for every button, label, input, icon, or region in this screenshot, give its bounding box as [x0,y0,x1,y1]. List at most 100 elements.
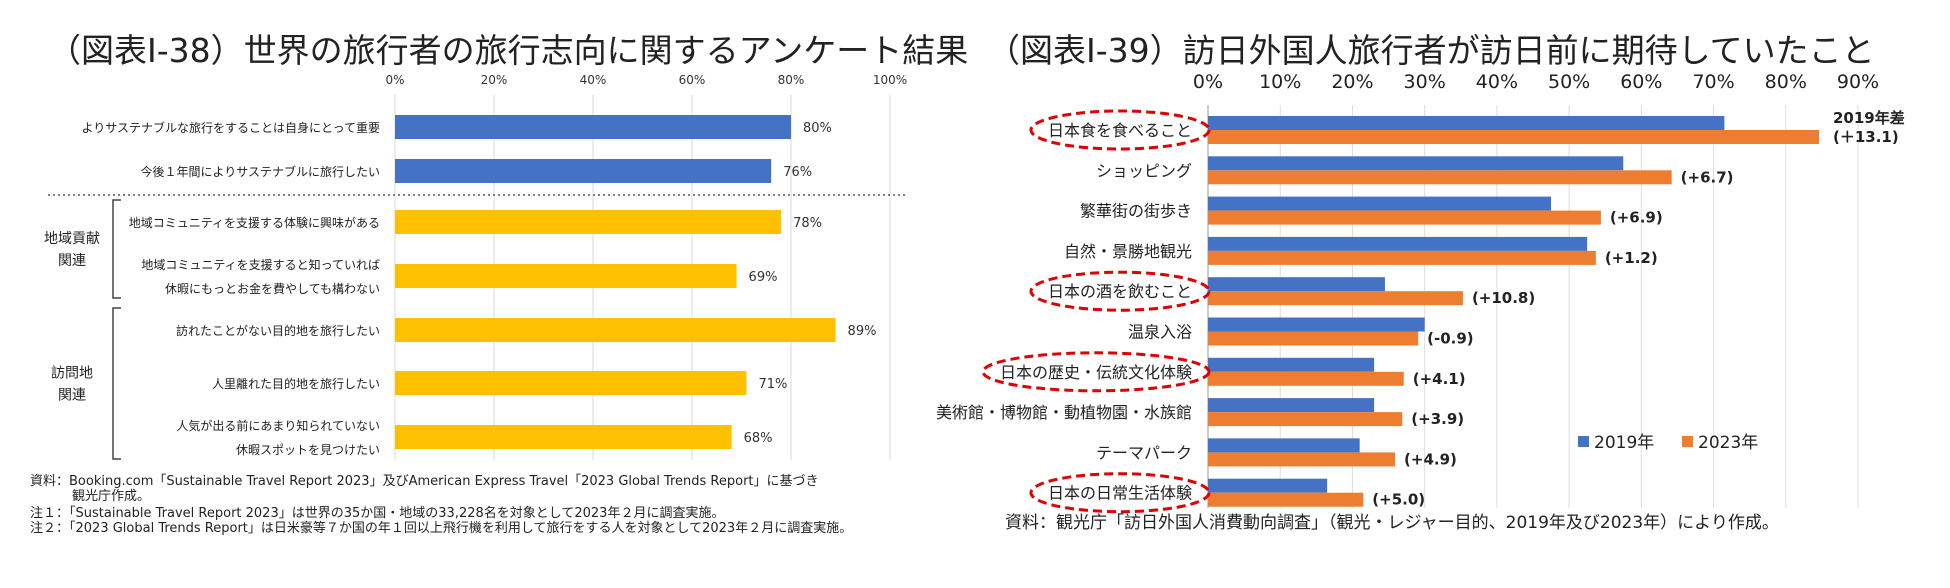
bar [395,425,732,449]
diff-header: 2019年差 [1833,109,1905,127]
category-label: 日本食を食べること [1048,121,1192,140]
category-label: 日本の日常生活体験 [1048,484,1192,503]
diff-label: (+5.0) [1372,491,1425,509]
data-label: 89% [848,324,877,339]
bar-2023 [1208,371,1404,386]
x-tick-label: 20% [481,73,508,87]
diff-label: (-0.9) [1427,330,1474,348]
highlight-ellipse [1029,109,1211,151]
bar-2023 [1208,250,1596,265]
bar-2019 [1208,317,1425,332]
x-tick-label: 70% [1692,71,1734,93]
x-tick-label: 10% [1259,71,1301,93]
left-note-1: 注１：「Sustainable Travel Report 2023」は世界の3… [30,506,725,521]
category-label: 休暇スポットを見つけたい [236,443,380,457]
category-label: ショッピング [1096,161,1192,180]
x-tick-label: 40% [580,73,607,87]
data-label: 69% [749,270,778,285]
bar-2019 [1208,398,1375,413]
category-label: 繁華街の街歩き [1080,202,1192,221]
bar-2019 [1208,357,1375,372]
diff-label: (+1.2) [1605,249,1658,267]
diff-label: (+3.9) [1411,410,1464,428]
group-bracket [112,199,121,299]
data-label: 80% [803,121,832,136]
diff-label: (+10.8) [1472,289,1535,307]
bar [395,371,747,395]
x-tick-label: 60% [679,73,706,87]
left-source-note-cont: 観光庁作成。 [72,489,151,504]
x-tick-label: 30% [1404,71,1446,93]
category-label: 人里離れた目的地を旅行したい [212,376,380,391]
left-source-note: 資料：Booking.com「Sustainable Travel Report… [30,474,819,489]
legend-label-2023: 2023年 [1698,433,1758,453]
bar [395,210,782,234]
data-label: 76% [783,165,812,180]
bar-2023 [1208,492,1364,507]
category-label: 自然・景勝地観光 [1064,242,1192,261]
category-label: 地域コミュニティを支援すると知っていれば [141,258,380,272]
bar-2023 [1208,452,1396,467]
bar [395,264,737,288]
left-chart-svg: 0% 20% 40% 60% 80% 100% 80% よりサステナブルな旅行をすることは自身… [44,73,907,460]
right-chart-panel: （図表Ⅰ-39）訪日外国人旅行者が訪日前に期待していたこと 0% 10% 20% 30… [936,0,1950,588]
x-tick-label: 100% [873,73,907,87]
bar-2023 [1208,412,1403,427]
right-chart-title: （図表Ⅰ-39）訪日外国人旅行者が訪日前に期待していたこと [987,31,1875,70]
right-source-note: 資料：観光庁「訪日外国人消費動向調査」（観光・レジャー目的、2019年及び202… [1005,513,1779,533]
highlight-ellipse [1029,472,1211,514]
legend-swatch-2019 [1578,436,1589,447]
x-tick-label: 50% [1548,71,1590,93]
bar-2019 [1208,116,1725,130]
group-label: 地域貢献 [44,231,100,247]
bar-2019 [1208,438,1360,453]
x-tick-label: 80% [1765,71,1807,93]
highlight-ellipse [1029,270,1211,312]
legend-swatch-2023 [1682,436,1693,447]
data-label: 78% [793,216,822,231]
x-tick-label: 0% [1193,71,1223,93]
diff-label: (+6.9) [1610,209,1663,227]
group-label: 関連 [58,388,86,404]
bar [395,318,836,342]
category-label: 温泉入浴 [1128,323,1192,342]
category-label: 訪れたことがない目的地を旅行したい [176,323,380,338]
right-chart-svg: 0% 10% 20% 30% 40% 50% 60% 70% 80% 90% 日本食を食べること 20… [936,71,1905,514]
bar-2019 [1208,236,1588,251]
group-bracket [112,307,121,460]
diff-label: (+4.9) [1404,450,1457,468]
left-chart-panel: （図表Ⅰ-38）世界の旅行者の旅行志向に関するアンケート結果 0% 20% 40% 6… [0,0,968,588]
group-label: 関連 [58,253,86,269]
data-label: 71% [758,377,787,392]
category-label: よりサステナブルな旅行をすることは自身にとって重要 [81,120,380,135]
bar-2019 [1208,478,1328,493]
x-tick-label: 90% [1837,71,1879,93]
bar-2023 [1208,331,1419,346]
category-label: 休暇にもっとお金を費やしても構わない [165,281,380,296]
legend-label-2019: 2019年 [1594,433,1654,453]
x-tick-label: 0% [385,73,404,87]
x-tick-label: 40% [1476,71,1518,93]
x-tick-label: 20% [1331,71,1373,93]
left-note-2: 注２：「2023 Global Trends Report」は日米豪等７か国の年… [30,521,853,536]
highlight-ellipse [981,351,1211,393]
diff-label: (+4.1) [1413,370,1466,388]
category-label: 地域コミュニティを支援する体験に興味がある [129,215,380,230]
bar-2023 [1208,130,1819,144]
bar-2023 [1208,210,1601,225]
bar-2023 [1208,291,1463,306]
bar [395,115,791,139]
category-label: 美術館・博物館・動植物園・水族館 [936,403,1192,422]
x-tick-label: 80% [778,73,805,87]
x-tick-label: 60% [1620,71,1662,93]
left-chart-title: （図表Ⅰ-38）世界の旅行者の旅行志向に関するアンケート結果 [48,31,969,70]
diff-label: (+6.7) [1681,168,1734,186]
category-label: 日本の酒を飲むこと [1048,282,1192,301]
diff-label: (＋13.1) [1833,128,1899,146]
data-label: 68% [744,431,773,446]
bar-2019 [1208,156,1624,171]
bar-2023 [1208,170,1672,185]
bar [395,159,772,183]
bar-2019 [1208,277,1385,292]
bar-2019 [1208,196,1552,211]
